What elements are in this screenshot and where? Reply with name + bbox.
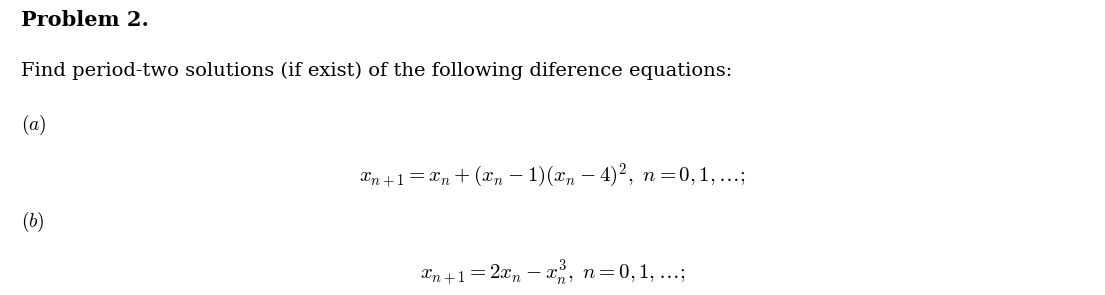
Text: $x_{n+1} = 2x_n - x_n^3,\ n = 0, 1, \ldots;$: $x_{n+1} = 2x_n - x_n^3,\ n = 0, 1, \ldo…	[420, 258, 685, 288]
Text: $x_{n+1} = x_n + (x_n - 1)(x_n - 4)^2,\ n = 0, 1, \ldots;$: $x_{n+1} = x_n + (x_n - 1)(x_n - 4)^2,\ …	[359, 161, 746, 190]
Text: Find period-two solutions (if exist) of the following diference equations:: Find period-two solutions (if exist) of …	[21, 61, 733, 80]
Text: $(a)$: $(a)$	[21, 113, 46, 137]
Text: Problem 2.: Problem 2.	[21, 10, 149, 30]
Text: $(b)$: $(b)$	[21, 210, 45, 234]
